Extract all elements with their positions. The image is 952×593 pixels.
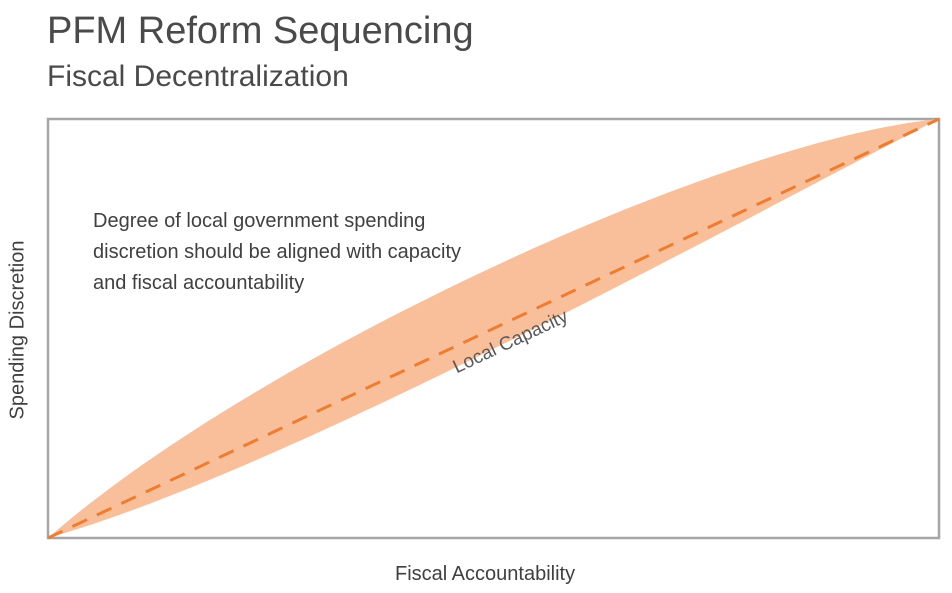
page-title: PFM Reform Sequencing [47, 10, 474, 52]
page-subtitle: Fiscal Decentralization [47, 60, 349, 93]
alignment-dashed-line [47, 117, 940, 540]
diagram-frame [46, 117, 941, 540]
x-axis-label: Fiscal Accountability [395, 563, 576, 585]
diagram-note: Degree of local government spending disc… [93, 210, 461, 294]
y-axis-label: Spending Discretion [6, 240, 29, 420]
